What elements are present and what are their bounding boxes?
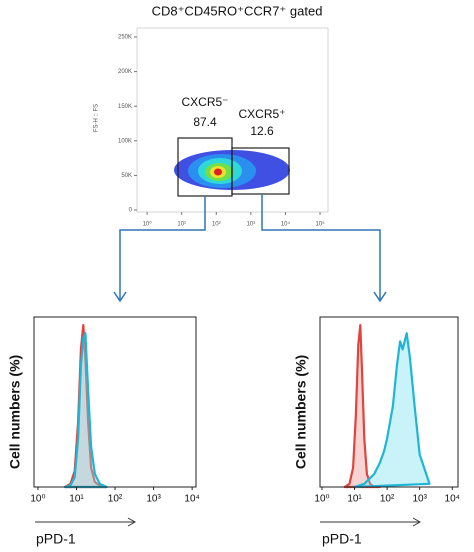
density-blob [174,150,290,190]
y-axis-label: Cell numbers (%) [7,355,23,469]
y-axis-label: FS-H :: FS [94,104,100,132]
x-tick-label: 10³ [412,494,427,505]
connector-arrows [113,194,387,303]
pPD1-arrows [35,517,422,527]
gate-label: CXCR5⁻ [181,95,228,109]
y-axis-label: Cell numbers (%) [293,355,309,469]
x-tick-label: 10² [212,222,221,228]
x-tick-label: 10² [108,494,123,505]
x-tick-label: 10¹ [347,494,362,505]
x-tick-label: 10⁵ [315,221,325,228]
y-tick-label: 250K [118,35,132,41]
histogram-curve [63,332,108,489]
y-tick-label: 0 [129,208,133,214]
x-tick-label: 10³ [146,494,161,505]
x-tick-label: 10⁰ [143,221,153,228]
plot-frame [33,316,197,488]
y-tick-label: 50K [121,173,132,179]
histogram-curve [343,324,381,489]
x-axis-label: pPD-1 [322,531,362,547]
x-tick-label: 10³ [247,222,256,228]
figure-title: CD8⁺CD45RO⁺CCR7⁺ gated [152,3,323,18]
gate-value: 87.4 [193,115,217,129]
x-tick-label: 10⁰ [314,494,329,505]
histogram-curve [353,332,431,489]
x-tick-label: 10⁰ [30,494,45,505]
x-tick-label: 10⁴ [281,221,291,228]
gate-label: CXCR5⁺ [238,107,285,121]
plot-frame [136,27,329,213]
y-tick-label: 100K [118,138,132,144]
x-tick-label: 10⁴ [184,494,199,505]
x-tick-label: 10¹ [177,222,186,228]
y-tick-label: 150K [118,104,132,110]
gate-value: 12.6 [250,124,274,138]
gate-cxcr5-pos [231,147,290,195]
x-tick-label: 10¹ [69,494,84,505]
x-tick-label: 10² [380,494,395,505]
x-tick-label: 10⁴ [445,494,460,505]
y-tick-label: 200K [118,69,132,75]
x-axis-label: pPD-1 [36,531,76,547]
plot-frame [319,316,459,488]
